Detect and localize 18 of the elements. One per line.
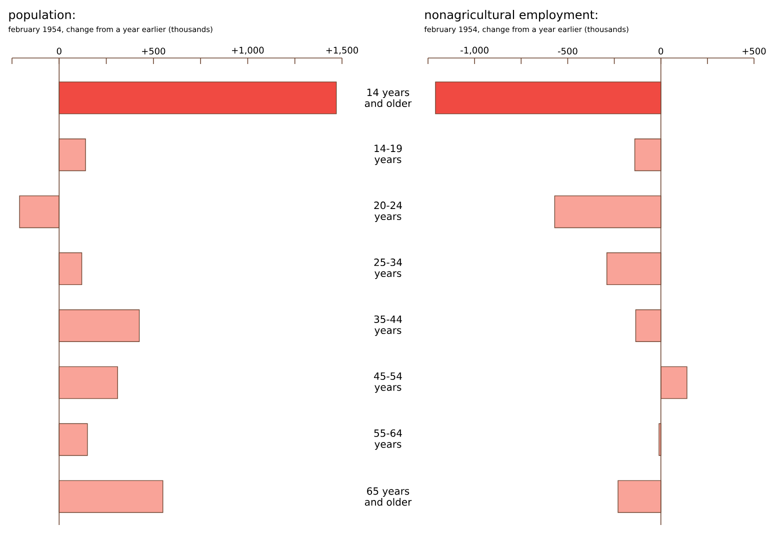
chart-title: population: <box>9 10 74 22</box>
y-tick-label: 45-54 years <box>374 372 402 393</box>
y-tick-label: 14 years and older <box>364 88 412 108</box>
y-tick-label: 55-64 years <box>374 429 402 450</box>
x-tick-label: -1,000 <box>460 46 488 54</box>
x-tick-label: +1,500 <box>326 46 358 54</box>
y-tick-label: 14-19 years <box>374 144 402 166</box>
y-tick-label: 35-44 years <box>374 315 402 336</box>
y-tick-label: 20-24 years <box>374 202 402 222</box>
y-tick-label: 25-34 years <box>374 258 402 279</box>
x-tick-label: +1,000 <box>232 46 264 54</box>
chart-title: nonagricultural employment: <box>425 10 598 22</box>
y-tick-label: 65 years and older <box>364 487 412 506</box>
x-tick-label: 0 <box>56 48 62 54</box>
x-tick-label: +500 <box>742 48 766 54</box>
x-tick-label: +500 <box>142 48 166 54</box>
x-tick-label: 0 <box>658 48 664 54</box>
x-tick-label: -500 <box>558 48 578 54</box>
